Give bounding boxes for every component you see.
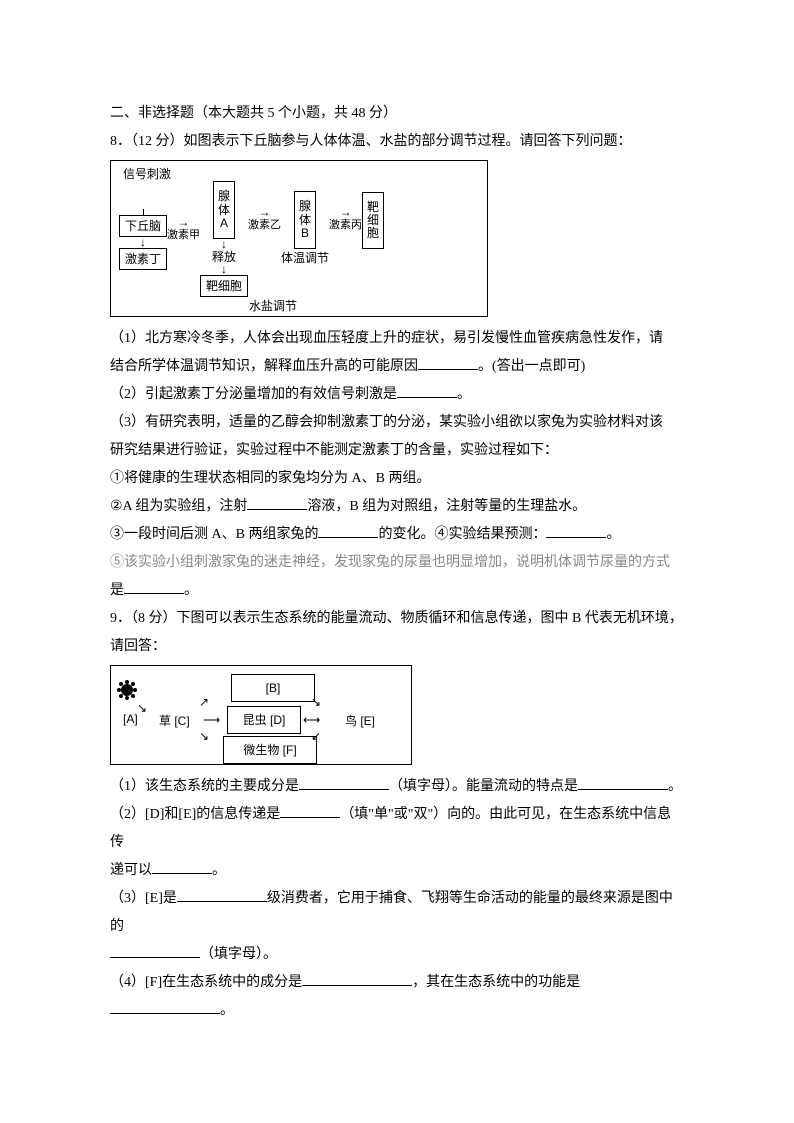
blank [302, 985, 412, 986]
blank [578, 789, 668, 790]
microbe-box: 微生物 [F] [223, 736, 317, 764]
q9-1: （1）该生态系统的主要成分是（填字母）。能量流动的特点是。 [110, 773, 684, 801]
q9-2a: （2）[D]和[E]的信息传递是（填"单"或"双"）向的。由此可见，在生态系统中… [110, 801, 684, 857]
arrow-icon: ↘ [199, 724, 209, 748]
q9-diagram: [A] [B] 草 [C] 昆虫 [D] 鸟 [E] 微生物 [F] ↘ ⟶ ⟷… [110, 665, 412, 765]
arrow-right-icon: → [178, 215, 190, 229]
q8-s5b: 是。 [110, 577, 684, 605]
hormone-yi-label: 激素乙 [248, 219, 281, 232]
q8-3b: 研究结果进行验证，实验过程中不能测定激素丁的含量，实验过程如下： [110, 437, 684, 465]
grass-node: 草 [C] [153, 708, 196, 734]
hormone-ding-box: 激素丁 [119, 248, 167, 270]
blank [397, 397, 457, 398]
arrow-down-icon: ↓ [221, 264, 227, 275]
arrow-icon: ↘ [311, 690, 321, 714]
q8-diagram: 信号刺激 下丘脑 ↓ 激素丁 → 激素甲 腺体A ↓ 释放 ↓ 靶细胞 → 激素… [110, 160, 488, 317]
arrow-icon: ↘ [137, 696, 147, 720]
hypothalamus-box: 下丘脑 [119, 215, 167, 237]
q9-3b: （填字母）。 [110, 941, 684, 969]
q8-3a: （3）有研究表明，适量的乙醇会抑制激素丁的分泌，某实验小组欲以家兔为实验材料对该 [110, 409, 684, 437]
q8-intro: 8．（12 分）如图表示下丘脑参与人体体温、水盐的部分调节过程。请回答下列问题： [110, 128, 684, 156]
q9-4b: 。 [110, 997, 684, 1025]
body-temp-label: 体温调节 [281, 251, 329, 265]
q8-s5a: ⑤该实验小组刺激家兔的迷走神经，发现家兔的尿量也明显增加，说明机体调节尿量的方式 [110, 549, 684, 577]
gland-a-box: 腺体A [213, 181, 235, 239]
q9-intro-b: 请回答： [110, 633, 684, 661]
signal-label: 信号刺激 [123, 167, 479, 181]
q8-1b: 结合所学体温调节知识，解释血压升高的可能原因。(答出一点即可) [110, 353, 684, 381]
q8-1a: （1）北方寒冷冬季，人体会出现血压轻度上升的症状，易引发慢性血管疾病急性发作，请 [110, 325, 684, 353]
hormone-jia-label: 激素甲 [167, 229, 200, 242]
q8-s3: ③一段时间后测 A、B 两组家兔的的变化。④实验结果预测：。 [110, 521, 684, 549]
b-box: [B] [231, 674, 315, 702]
blank [247, 509, 307, 510]
gland-b-box: 腺体B [294, 191, 316, 249]
q9-4a: （4）[F]在生态系统中的成分是，其在生态系统中的功能是 [110, 969, 684, 997]
q9-3a: （3）[E]是级消费者，它用于捕食、飞翔等生命活动的能量的最终来源是图中的 [110, 885, 684, 941]
arrow-down-icon: ↓ [221, 239, 227, 250]
q8-s1: ①将健康的生理状态相同的家兔均分为 A、B 两组。 [110, 465, 684, 493]
bird-node: 鸟 [E] [339, 708, 381, 734]
insect-box: 昆虫 [D] [227, 706, 301, 734]
target-cell2-box: 靶细胞 [362, 192, 384, 250]
blank [299, 789, 389, 790]
blank [152, 873, 212, 874]
sun-icon [121, 684, 133, 696]
hormone-bing-label: 激素丙 [329, 219, 362, 232]
blank [124, 593, 184, 594]
blank [280, 817, 340, 818]
arrow-right-icon: → [340, 205, 352, 219]
arrow-right-icon: → [259, 205, 271, 219]
target-cell-box: 靶细胞 [200, 275, 248, 297]
q9-intro-a: 9．（8 分）下图可以表示生态系统的能量流动、物质循环和信息传递，图中 B 代表… [110, 605, 684, 633]
blank [418, 369, 478, 370]
water-salt-label: 水盐调节 [249, 299, 479, 313]
blank [110, 957, 200, 958]
blank [110, 1013, 220, 1014]
q8-s2: ②A 组为实验组，注射溶液，B 组为对照组，注射等量的生理盐水。 [110, 493, 684, 521]
arrow-icon: ↙ [311, 724, 321, 748]
q9-2b: 递可以。 [110, 857, 684, 885]
blank [546, 537, 606, 538]
blank [177, 901, 267, 902]
section-header: 二、非选择题（本大题共 5 个小题，共 48 分） [110, 100, 684, 128]
blank [318, 537, 378, 538]
q8-2: （2）引起激素丁分泌量增加的有效信号刺激是。 [110, 381, 684, 409]
arrow-down-icon: ↓ [140, 237, 146, 248]
arrow-icon: ↗ [199, 690, 209, 714]
